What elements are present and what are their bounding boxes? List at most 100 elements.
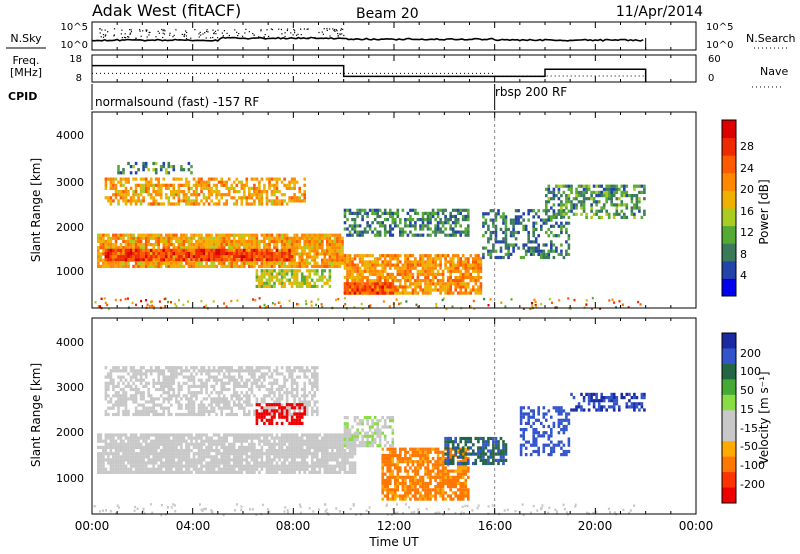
power-cell [552, 190, 556, 194]
velocity-cell [275, 436, 279, 440]
power-cell [212, 183, 216, 187]
power-cell [389, 208, 392, 212]
velocity-cell [321, 442, 324, 446]
power-cell [331, 261, 334, 265]
power-cell [371, 208, 374, 212]
velocity-cell [109, 439, 113, 443]
power-cell [205, 264, 208, 268]
noise-search-point [145, 30, 147, 32]
power-cell [167, 183, 171, 187]
velocity-cell [192, 445, 196, 449]
velocity-cell [112, 464, 115, 468]
power-cell [99, 236, 103, 240]
velocity-cell [132, 381, 135, 385]
power-cbar-tick-16: 16 [740, 205, 754, 218]
velocity-cell [127, 442, 130, 446]
power-cell [419, 257, 422, 261]
velocity-cell [104, 409, 108, 413]
power-cell [353, 227, 357, 231]
power-cell [391, 227, 395, 231]
power-cell [165, 193, 168, 197]
date-title: 11/Apr/2014 [616, 4, 703, 20]
noise-search-point [234, 29, 236, 31]
power-cell [146, 303, 149, 306]
velocity-cell [177, 433, 181, 437]
power-cell [366, 275, 369, 280]
power-cell [489, 252, 493, 256]
velocity-cell [323, 452, 327, 456]
power-cell [361, 218, 364, 222]
power-cell [139, 183, 143, 187]
power-cell [366, 285, 369, 289]
power-cell [182, 239, 186, 243]
power-cell [190, 264, 193, 268]
power-cell [411, 224, 415, 228]
power-cell [459, 260, 462, 264]
power-cell [187, 168, 191, 172]
power-cell [328, 246, 332, 250]
velocity-cell [170, 372, 173, 376]
velocity-cell [200, 449, 203, 453]
power-cell [245, 183, 249, 187]
power-cell [124, 248, 128, 252]
power-cell [344, 303, 347, 306]
power-cell [165, 183, 168, 187]
power-cell [293, 264, 296, 268]
power-cell [464, 230, 468, 234]
velocity-cell [180, 458, 183, 462]
power-cell [451, 260, 455, 264]
velocity-cell [195, 452, 198, 456]
velocity-cell [275, 461, 279, 465]
power-cell [401, 263, 405, 267]
power-cell [107, 239, 110, 243]
power-cell [592, 212, 596, 216]
power-cell [190, 248, 193, 252]
power-cell [248, 233, 251, 237]
power-cell [187, 183, 191, 187]
power-cell [243, 248, 246, 252]
power-cell [371, 211, 374, 215]
velocity-cell [210, 470, 213, 474]
velocity-cell [99, 452, 103, 456]
power-cell [212, 258, 216, 262]
power-cell [331, 252, 334, 256]
power-cell [399, 230, 402, 234]
velocity-cell [305, 467, 309, 471]
velocity-cell [162, 445, 166, 449]
power-cell [270, 261, 274, 265]
power-cell [321, 246, 324, 250]
noise-search-point [300, 28, 302, 30]
power-cell [356, 288, 359, 292]
power-cell [436, 214, 440, 219]
power-cell [567, 184, 571, 188]
velocity-cell [260, 467, 264, 471]
noise-search-point [333, 29, 335, 32]
power-cell [190, 233, 193, 237]
power-cell [459, 275, 462, 280]
velocity-cell [240, 470, 244, 474]
power-cell [142, 190, 145, 194]
power-cell [363, 291, 367, 295]
power-cell [167, 248, 171, 252]
velocity-cell [331, 439, 334, 443]
power-cell [567, 209, 571, 213]
noise-search-point [121, 37, 123, 39]
power-cell [474, 263, 478, 267]
noise-search-point [244, 32, 246, 34]
velocity-cell [192, 436, 196, 440]
power-cell [529, 240, 533, 244]
power-cell [577, 200, 581, 204]
power-cell [607, 215, 611, 219]
velocity-cell [172, 366, 176, 370]
power-cell [336, 264, 339, 268]
velocity-cell [124, 436, 128, 440]
power-cell [487, 212, 490, 216]
velocity-cell [288, 455, 291, 459]
power-cell [431, 288, 435, 292]
velocity-cell [107, 455, 110, 459]
power-cell [195, 202, 198, 206]
velocity-cell [152, 458, 155, 462]
power-cell [117, 246, 120, 250]
power-cell [414, 282, 417, 286]
power-cell [270, 233, 274, 237]
